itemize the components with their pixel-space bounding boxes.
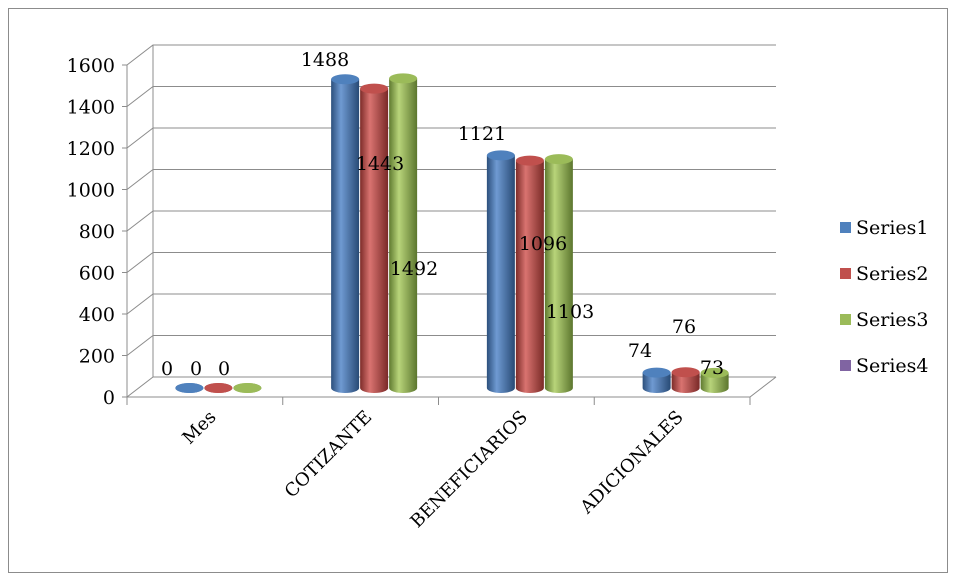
bar xyxy=(671,367,700,393)
data-label: 1443 xyxy=(356,153,404,175)
gridlines xyxy=(126,44,776,398)
gridline xyxy=(126,86,776,107)
y-tick-label: 1000 xyxy=(67,180,115,202)
bar-top xyxy=(331,74,360,85)
bar-top xyxy=(233,383,262,393)
gridline xyxy=(126,44,776,66)
chart-frame xyxy=(8,8,948,573)
legend-label: Series4 xyxy=(856,355,929,377)
data-label: 74 xyxy=(628,340,652,362)
data-label: 0 xyxy=(190,358,202,380)
y-tick-label: 1600 xyxy=(67,55,115,77)
data-label: 76 xyxy=(672,316,696,338)
bar xyxy=(486,150,515,393)
bar xyxy=(389,73,418,393)
data-label: 1492 xyxy=(390,258,438,280)
bar xyxy=(700,367,729,393)
bar-top xyxy=(360,83,389,94)
y-tick-label: 1400 xyxy=(67,97,115,119)
bar-body xyxy=(331,79,360,394)
gridline xyxy=(126,169,776,190)
x-category-label: BENEFICIARIOS xyxy=(406,407,532,533)
data-label: 73 xyxy=(700,357,724,379)
bars xyxy=(175,73,729,394)
legend-swatch xyxy=(840,314,851,325)
gridline xyxy=(126,252,776,273)
bar-body xyxy=(360,88,389,393)
bar xyxy=(544,154,573,393)
bar xyxy=(360,83,389,393)
bar-top xyxy=(700,367,729,378)
data-label: 0 xyxy=(218,358,230,380)
x-category-label: ADICIONALES xyxy=(576,407,688,519)
y-tick-label: 0 xyxy=(103,387,115,409)
gridline xyxy=(126,127,776,149)
bar-top xyxy=(204,383,233,393)
x-category-label: COTIZANTE xyxy=(281,407,376,502)
bar xyxy=(204,383,233,393)
bar-top xyxy=(544,154,573,165)
bar xyxy=(331,74,360,394)
legend: Series1 Series2 Series3 Series4 xyxy=(840,217,929,377)
legend-swatch xyxy=(840,222,851,233)
bar-body xyxy=(515,160,544,393)
bar-top xyxy=(642,367,671,378)
bar-body xyxy=(700,372,729,393)
y-tick-label: 200 xyxy=(79,346,115,368)
axes: 0 200 400 600 800 1000 1200 1400 1600 Mes COTIZANT… xyxy=(67,45,777,533)
bar-body xyxy=(389,78,418,393)
bar-body xyxy=(671,372,700,393)
data-label: 1488 xyxy=(301,49,349,71)
bar xyxy=(233,383,262,393)
legend-swatch xyxy=(840,268,851,279)
bar-body xyxy=(486,155,515,393)
bar-top xyxy=(175,383,204,393)
data-label: 0 xyxy=(161,358,173,380)
legend-label: Series3 xyxy=(856,309,929,331)
data-label: 1103 xyxy=(546,301,594,323)
bar-top xyxy=(671,367,700,378)
bar xyxy=(642,367,671,393)
legend-label: Series1 xyxy=(856,217,929,239)
data-label: 1121 xyxy=(458,123,506,145)
legend-label: Series2 xyxy=(856,263,929,285)
bar-body xyxy=(642,372,671,393)
gridline xyxy=(126,293,776,315)
bar-top xyxy=(486,150,515,161)
y-tick-label: 600 xyxy=(79,263,115,285)
y-tick-label: 1200 xyxy=(67,138,115,160)
bar xyxy=(515,155,544,393)
y-tick-label: 400 xyxy=(79,304,115,326)
gridline xyxy=(126,210,776,232)
gridline xyxy=(126,335,776,356)
data-label: 1096 xyxy=(519,233,567,255)
bar-body xyxy=(544,159,573,393)
legend-swatch xyxy=(840,360,851,371)
bar xyxy=(175,383,204,393)
y-tick-label: 800 xyxy=(79,221,115,243)
bar-top xyxy=(389,73,418,84)
x-category-label: Mes xyxy=(178,407,220,449)
bar-top xyxy=(515,155,544,166)
